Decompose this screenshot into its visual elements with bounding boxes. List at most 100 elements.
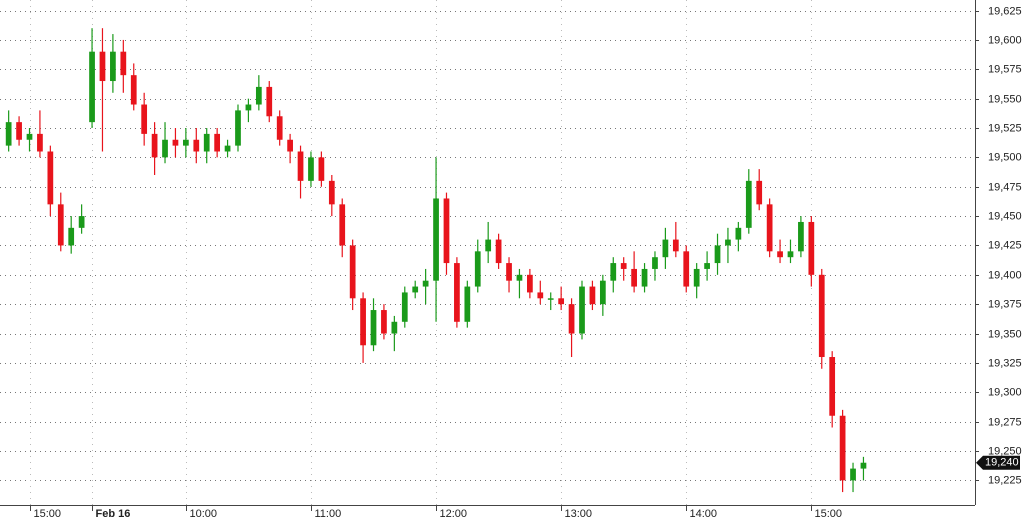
x-tick-label: 12:00 — [440, 508, 468, 520]
y-tick-label: 19,450 — [988, 210, 1022, 222]
candle-body — [141, 104, 148, 134]
y-tick-label: 19,400 — [988, 269, 1022, 281]
candle-body — [547, 298, 554, 300]
candle-body — [474, 251, 481, 287]
candle-body — [57, 204, 64, 246]
candle-body — [829, 357, 836, 416]
candle-body — [422, 280, 429, 287]
candle-body — [370, 310, 377, 346]
y-tick-label: 19,250 — [988, 445, 1022, 457]
candle-body — [839, 415, 846, 481]
candle-body — [683, 251, 690, 287]
y-tick-label: 19,500 — [988, 151, 1022, 163]
y-tick-label: 19,275 — [988, 416, 1022, 428]
candle-body — [224, 145, 231, 152]
candle-body — [725, 239, 731, 246]
candle-body — [151, 133, 158, 158]
candle-body — [787, 251, 794, 258]
candle-body — [235, 110, 241, 146]
candle-body — [766, 204, 773, 252]
candle-body — [193, 139, 200, 152]
candle-body — [516, 274, 523, 281]
candle-body — [745, 180, 752, 228]
y-tick-label: 19,625 — [988, 5, 1022, 17]
candle-body — [89, 51, 95, 123]
candle-body — [255, 86, 262, 105]
candle-body — [506, 263, 512, 281]
candle-body — [860, 462, 867, 469]
candle-body — [276, 116, 283, 140]
candle-body — [318, 157, 325, 181]
candle-body — [599, 280, 606, 305]
candle-body — [328, 180, 335, 205]
x-tick-label: 15:00 — [34, 508, 62, 520]
candle-body — [610, 263, 617, 281]
y-tick-label: 19,550 — [988, 93, 1022, 105]
candle-body — [850, 468, 856, 481]
candle-body — [391, 321, 398, 334]
y-tick-label: 19,600 — [988, 34, 1022, 46]
candle-body — [297, 151, 304, 181]
candle-body — [433, 198, 439, 281]
candle-body — [672, 239, 679, 252]
candle-body — [162, 139, 168, 158]
candle-body — [287, 139, 293, 152]
candle-body — [652, 257, 658, 269]
candle-body — [735, 227, 742, 240]
y-tick-label: 19,225 — [988, 474, 1022, 486]
last-price-label: 19,240 — [985, 457, 1019, 469]
candle-body — [360, 298, 366, 346]
candle-body — [183, 139, 189, 146]
candle-body — [412, 286, 419, 293]
y-tick-label: 19,575 — [988, 63, 1022, 75]
candle-body — [401, 292, 408, 322]
candle-body — [568, 304, 575, 334]
y-tick-label: 19,475 — [988, 181, 1022, 193]
candle-body — [214, 133, 221, 152]
candle-body — [579, 286, 585, 334]
candle-body — [37, 133, 43, 152]
x-tick-label: Feb 16 — [96, 508, 131, 520]
x-tick-label: 14:00 — [690, 508, 718, 520]
candle-body — [485, 239, 492, 252]
y-tick-label: 19,350 — [988, 328, 1022, 340]
candle-body — [381, 310, 387, 334]
candle-body — [203, 133, 210, 152]
candle-body — [589, 286, 596, 305]
candle-body — [808, 221, 815, 275]
candle-body — [26, 133, 33, 140]
candle-body — [172, 139, 179, 146]
candle-body — [527, 274, 533, 293]
candle-body — [537, 292, 544, 299]
candle-body — [818, 274, 825, 358]
candle-body — [704, 263, 710, 269]
y-tick-label: 19,375 — [988, 298, 1022, 310]
candle-body — [620, 263, 627, 269]
candle-body — [308, 157, 314, 181]
candle-body — [464, 286, 471, 322]
candle-body — [631, 268, 637, 287]
candle-body — [16, 122, 22, 140]
candle-body — [120, 51, 127, 76]
y-tick-label: 19,300 — [988, 386, 1022, 398]
x-tick-label: 13:00 — [565, 508, 593, 520]
x-tick-label: 11:00 — [315, 508, 342, 520]
candle-body — [130, 75, 137, 105]
candle-body — [68, 227, 75, 246]
candle-body — [339, 204, 346, 246]
y-tick-label: 19,425 — [988, 239, 1022, 251]
x-tick-label: 15:00 — [815, 508, 843, 520]
candle-body — [443, 198, 450, 264]
candle-body — [454, 263, 460, 322]
candle-body — [78, 216, 85, 228]
candle-body — [641, 268, 648, 287]
candle-body — [714, 245, 721, 264]
candle-body — [756, 180, 763, 205]
candle-body — [693, 268, 700, 287]
candle-body — [349, 245, 356, 299]
candle-body — [266, 86, 273, 117]
candle-body — [558, 298, 565, 305]
